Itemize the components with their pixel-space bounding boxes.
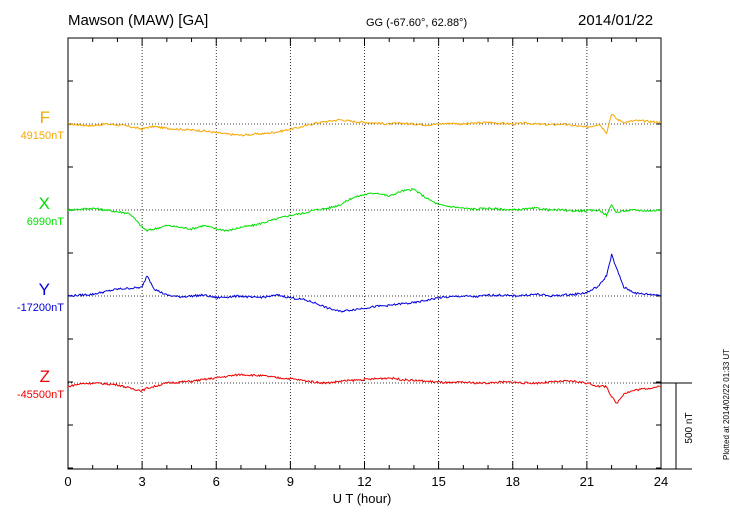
x-tick-label: 6 (213, 474, 220, 489)
series-lines (67, 114, 662, 404)
station-title: Mawson (MAW) [GA] (68, 12, 209, 29)
x-tick-label: 0 (64, 474, 71, 489)
x-tick-labels: 0 3 6 9 12 15 18 21 24 (64, 474, 668, 489)
channel-f-baseline: 49150nT (20, 130, 64, 142)
series-line-z (67, 373, 662, 404)
channel-z-label: Z (39, 367, 50, 386)
x-axis-title-text: U T (hour) (332, 491, 392, 506)
x-tick-label: 9 (287, 474, 294, 489)
channel-f-label: F (39, 108, 50, 127)
scale-bar-label: 500 nT (684, 412, 695, 443)
series-line-f (68, 114, 662, 137)
series-line-x (67, 187, 662, 233)
x-tick-label: 12 (357, 474, 371, 489)
channel-y-label: Y (38, 280, 50, 299)
x-axis-title: U T (hour) (0, 491, 730, 506)
channel-x-baseline: 6990nT (26, 216, 64, 228)
x-tick-label: 3 (139, 474, 146, 489)
station-coords: GG (-67.60°, 62.88°) (366, 17, 468, 29)
x-tick-label: 18 (506, 474, 520, 489)
x-tick-label: 24 (654, 474, 668, 489)
scale-bar: 500 nT (653, 382, 695, 470)
channel-x-label: X (38, 194, 50, 213)
channel-z-baseline: -45500nT (16, 389, 64, 401)
plot-date: 2014/01/22 (578, 12, 654, 29)
plotted-timestamp: Plotted at 2014/02/22 01:33 UT (722, 348, 730, 460)
x-tick-label: 15 (431, 474, 445, 489)
series-line-y (67, 253, 662, 313)
x-tick-label: 21 (580, 474, 594, 489)
channel-y-baseline: -17200nT (16, 302, 64, 314)
grid-lines (68, 38, 661, 469)
